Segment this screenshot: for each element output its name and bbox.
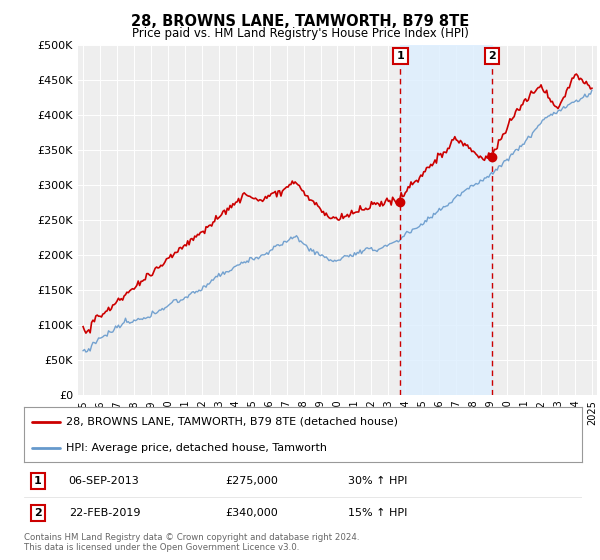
Text: 15% ↑ HPI: 15% ↑ HPI <box>347 508 407 518</box>
Text: 28, BROWNS LANE, TAMWORTH, B79 8TE (detached house): 28, BROWNS LANE, TAMWORTH, B79 8TE (deta… <box>66 417 398 427</box>
Text: 2: 2 <box>34 508 42 518</box>
Text: Contains HM Land Registry data © Crown copyright and database right 2024.: Contains HM Land Registry data © Crown c… <box>24 533 359 542</box>
Text: £275,000: £275,000 <box>225 476 278 486</box>
Text: 1: 1 <box>34 476 42 486</box>
Text: £340,000: £340,000 <box>225 508 278 518</box>
Text: 28, BROWNS LANE, TAMWORTH, B79 8TE: 28, BROWNS LANE, TAMWORTH, B79 8TE <box>131 14 469 29</box>
Text: This data is licensed under the Open Government Licence v3.0.: This data is licensed under the Open Gov… <box>24 543 299 552</box>
Text: 30% ↑ HPI: 30% ↑ HPI <box>347 476 407 486</box>
Text: 06-SEP-2013: 06-SEP-2013 <box>68 476 139 486</box>
Text: 2: 2 <box>488 51 496 61</box>
Text: HPI: Average price, detached house, Tamworth: HPI: Average price, detached house, Tamw… <box>66 444 327 453</box>
Text: Price paid vs. HM Land Registry's House Price Index (HPI): Price paid vs. HM Land Registry's House … <box>131 27 469 40</box>
Text: 22-FEB-2019: 22-FEB-2019 <box>68 508 140 518</box>
Bar <box>400 45 492 395</box>
Text: 1: 1 <box>397 51 404 61</box>
